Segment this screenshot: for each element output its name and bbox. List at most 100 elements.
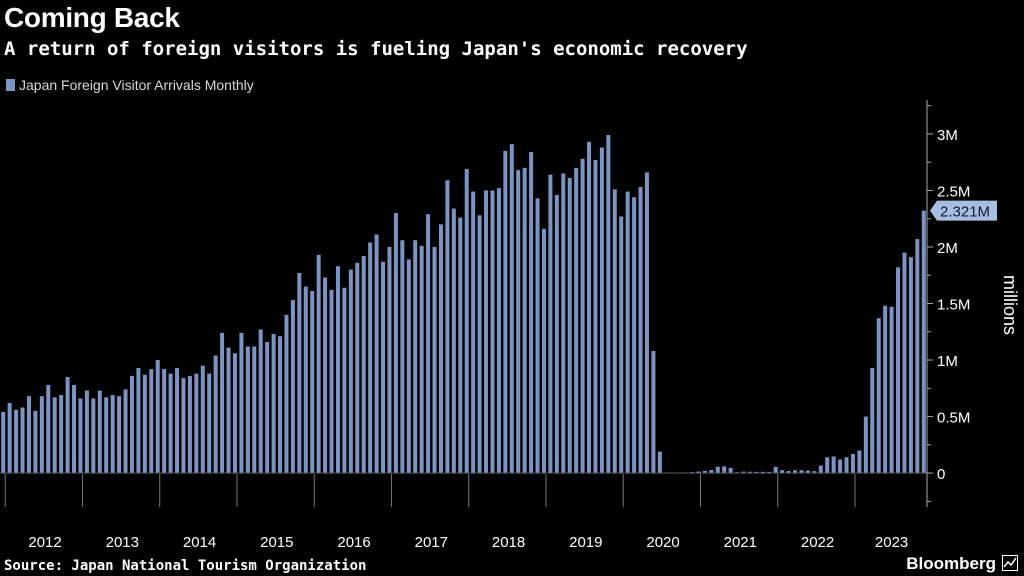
x-tick-label: 2016 — [337, 534, 370, 551]
bar — [400, 240, 405, 474]
bar — [393, 213, 398, 474]
bar — [26, 396, 31, 474]
bar — [355, 262, 360, 474]
bar — [374, 234, 379, 474]
bar — [20, 407, 25, 474]
bar — [850, 453, 855, 474]
bar — [516, 170, 521, 474]
bar — [754, 471, 759, 474]
x-tick-label: 2018 — [492, 534, 525, 551]
bar — [342, 287, 347, 474]
x-tick-label: 2013 — [106, 534, 139, 551]
bar — [477, 215, 482, 474]
bar — [14, 409, 19, 474]
bar — [335, 266, 340, 474]
bar — [876, 318, 881, 474]
bar — [644, 172, 649, 474]
bar — [84, 390, 89, 474]
bar — [381, 261, 386, 474]
bar — [310, 291, 315, 474]
bar — [587, 141, 592, 474]
bar — [451, 208, 456, 474]
bar — [458, 217, 463, 474]
bar — [786, 471, 791, 474]
bar — [625, 191, 630, 474]
bar — [773, 466, 778, 474]
y-tick-label: 2M — [937, 240, 958, 257]
bar — [175, 367, 180, 474]
bar — [220, 332, 225, 474]
y-tick-label: 2.5M — [937, 183, 970, 200]
bar — [709, 470, 714, 474]
bar — [580, 158, 585, 474]
bar — [271, 334, 276, 474]
y-tick-label: 1M — [937, 353, 958, 370]
bar — [651, 350, 656, 474]
bar — [715, 466, 720, 474]
bar — [696, 471, 701, 474]
bar — [883, 305, 888, 474]
bar — [432, 246, 437, 474]
bar — [863, 416, 868, 474]
x-tick-label: 2012 — [28, 534, 61, 551]
legend: Japan Foreign Visitor Arrivals Monthly — [6, 77, 254, 93]
bar — [181, 378, 186, 474]
bar — [889, 306, 894, 474]
bar — [606, 135, 611, 474]
y-tick-label: 3M — [937, 127, 958, 144]
bar — [838, 459, 843, 474]
bar — [522, 167, 527, 474]
bar — [1, 412, 6, 474]
source-note: Source: Japan National Tourism Organizat… — [4, 558, 367, 574]
bar — [799, 470, 804, 474]
bar — [632, 197, 637, 474]
bar — [593, 159, 598, 474]
bar — [110, 395, 115, 474]
bar — [252, 346, 257, 474]
bar — [445, 180, 450, 474]
bar — [200, 365, 205, 474]
bar — [896, 267, 901, 474]
bar — [548, 174, 553, 474]
bar — [857, 450, 862, 474]
y-tick-label: 0.5M — [937, 410, 970, 427]
legend-label: Japan Foreign Visitor Arrivals Monthly — [19, 77, 254, 93]
bar — [915, 239, 920, 474]
bar — [316, 254, 321, 474]
bar — [155, 360, 160, 474]
bar — [258, 329, 263, 474]
y-tick-label: 1.5M — [937, 297, 970, 314]
bar — [303, 286, 308, 474]
bar — [239, 332, 244, 474]
bar — [65, 376, 70, 474]
x-tick-label: 2019 — [569, 534, 602, 551]
bar — [831, 456, 836, 474]
bar — [464, 168, 469, 474]
bar — [226, 347, 231, 474]
bar — [612, 189, 617, 474]
bar — [91, 398, 96, 474]
x-tick-label: 2023 — [875, 534, 908, 551]
bar — [818, 465, 823, 474]
bar — [780, 470, 785, 474]
bar — [149, 369, 154, 474]
bar — [496, 188, 501, 474]
bar — [419, 245, 424, 474]
brand-logo: Bloomberg — [906, 554, 996, 573]
bar — [844, 457, 849, 474]
bar — [39, 396, 44, 474]
x-tick-label: 2017 — [415, 534, 448, 551]
bar — [290, 300, 295, 474]
bar — [72, 384, 77, 474]
bar — [747, 471, 752, 474]
bar — [162, 369, 167, 474]
bar — [921, 210, 926, 474]
bar — [387, 246, 392, 474]
bar — [278, 336, 283, 474]
bar — [574, 167, 579, 474]
chart-title: Coming Back — [4, 2, 180, 33]
bar — [104, 397, 109, 474]
bar — [194, 373, 199, 474]
bar — [323, 277, 328, 474]
